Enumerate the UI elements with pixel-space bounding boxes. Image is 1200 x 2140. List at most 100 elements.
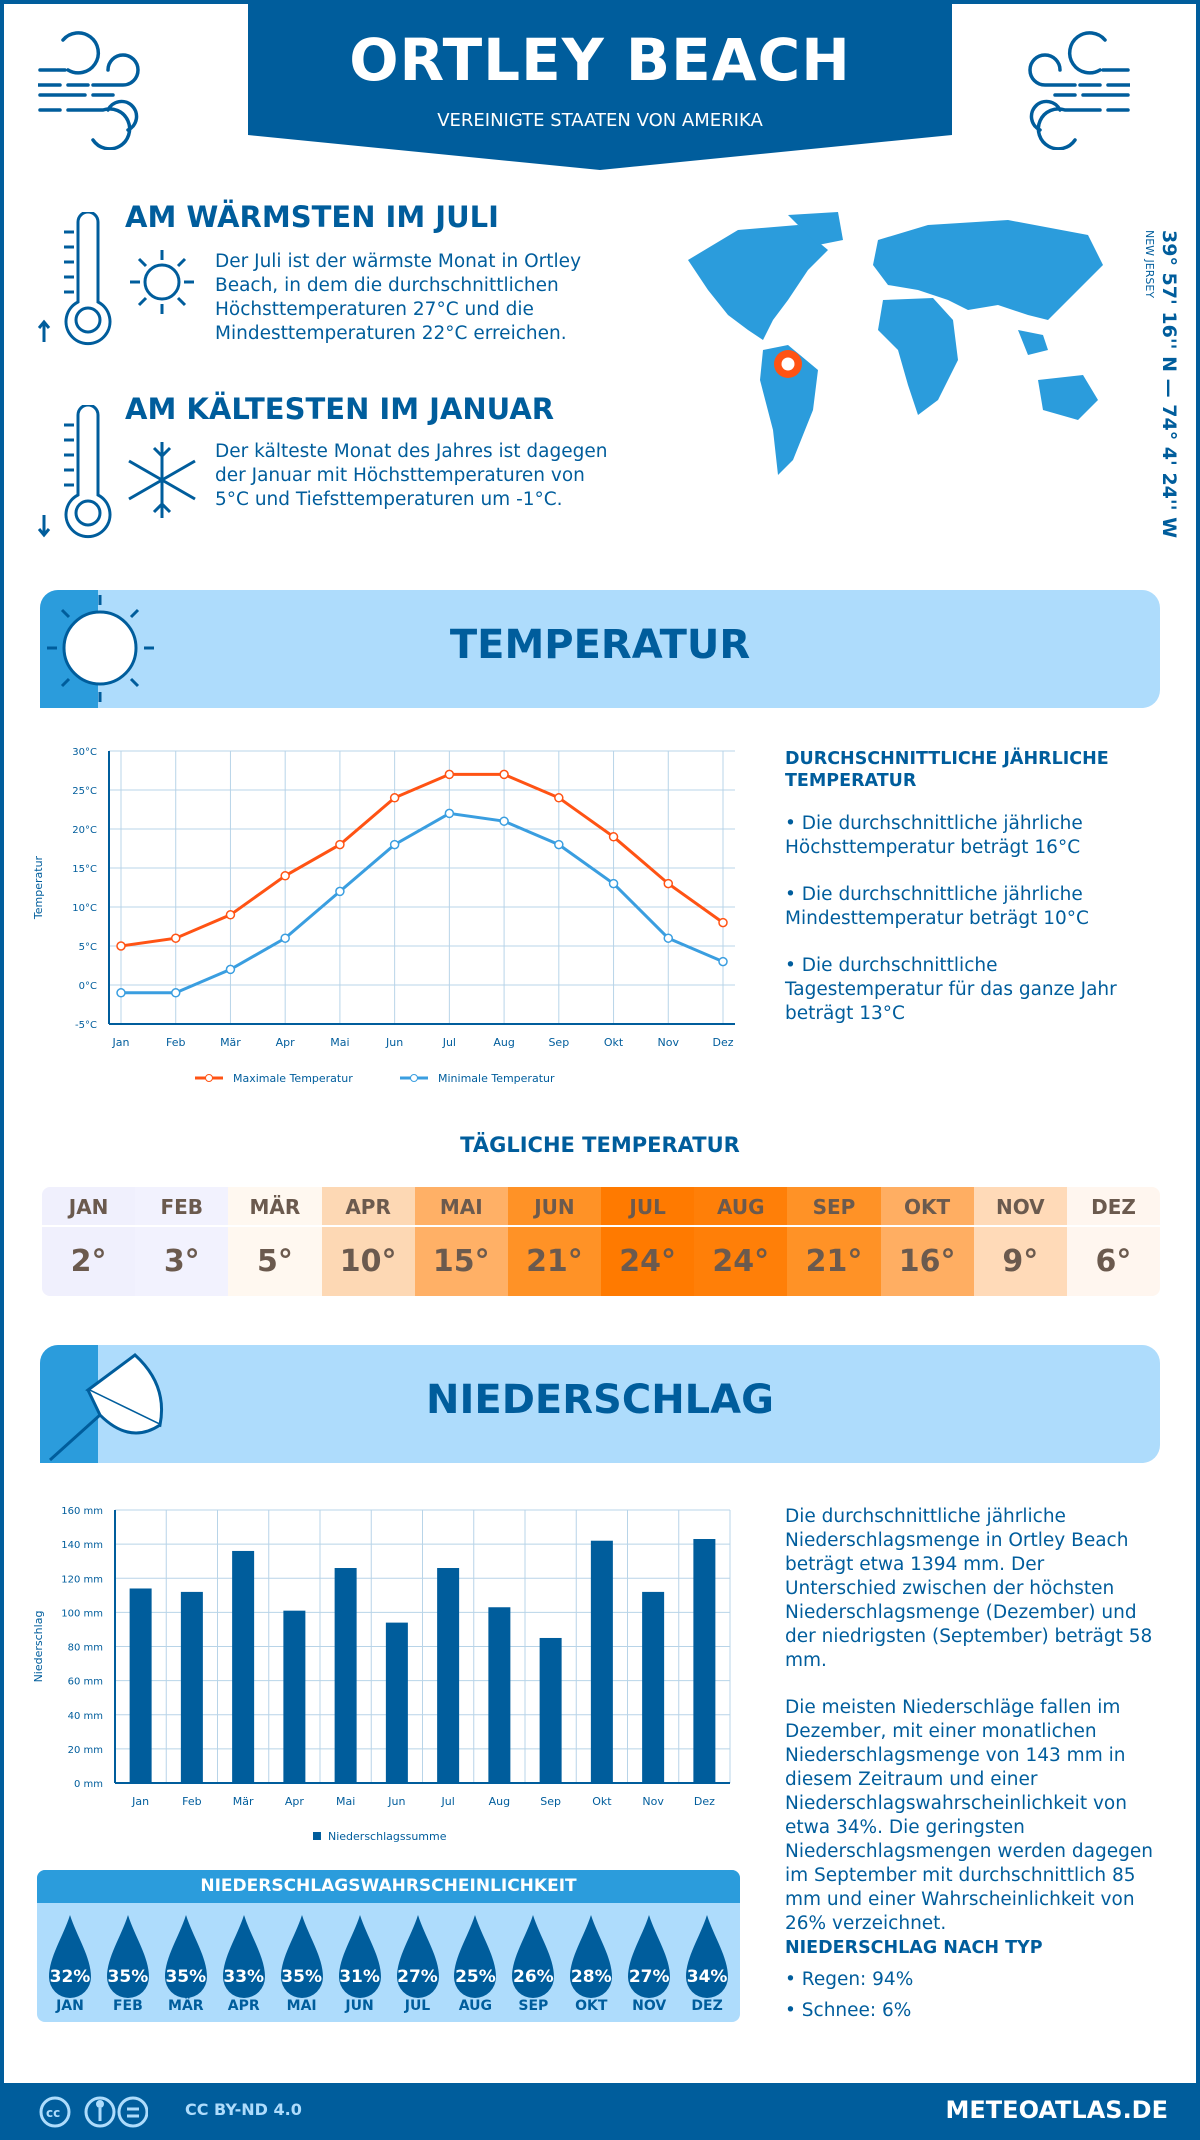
daily-cell: JUN 21° [507, 1187, 602, 1296]
probability-value: 34% [686, 1967, 728, 1987]
daily-cell: MÄR 5° [228, 1187, 322, 1296]
probability-month: FEB [112, 1998, 143, 2014]
daily-value: 2° [70, 1244, 107, 1279]
daily-cell: OKT 16° [880, 1187, 974, 1296]
data-point [663, 878, 674, 889]
probability-value: 35% [281, 1967, 322, 1987]
region-label: NEW JERSEY [1143, 230, 1156, 299]
x-tick-label: Okt [592, 1795, 612, 1808]
sun-large-icon [40, 590, 154, 708]
probability-drop: 33% APR [215, 1903, 273, 2022]
probability-drop: 27% JUL [389, 1903, 447, 2022]
precipitation-chart: 0 mm 20 mm 40 mm 60 mm 80 mm 100 mm 120 mm 140 … [32, 1506, 731, 1843]
daily-month: JAN [42, 1187, 136, 1227]
data-point [389, 793, 400, 803]
x-tick-label: Okt [604, 1036, 624, 1049]
daily-value: 10° [339, 1244, 397, 1279]
daily-month: JUL [601, 1187, 695, 1227]
raindrop-icon [628, 1915, 671, 1998]
x-tick-label: Sep [540, 1795, 561, 1808]
precipitation-bar [180, 1591, 203, 1783]
data-point [444, 808, 455, 819]
data-point [499, 769, 509, 780]
raindrop-icon [396, 1915, 439, 1998]
x-tick-label: Mai [330, 1036, 349, 1049]
probability-month: SEP [518, 1998, 549, 2014]
site-link[interactable]: METEOATLAS.DE [945, 2096, 1168, 2124]
probability-value: 31% [339, 1967, 380, 1987]
probability-month: JUN [345, 1998, 374, 2014]
probability-drop: 25% AUG [446, 1903, 504, 2022]
y-tick-label: 5°C [79, 942, 97, 953]
thermometer-warm-icon [38, 212, 112, 346]
data-point [608, 832, 619, 842]
daily-cell: JUL 24° [601, 1187, 695, 1296]
daily-cell: MAI 15° [414, 1187, 508, 1296]
x-tick-label: Feb [166, 1036, 185, 1049]
daily-month: MAI [414, 1187, 508, 1227]
umbrella-rain-icon [40, 1345, 164, 1463]
x-tick-label: Mär [220, 1036, 241, 1049]
data-point [225, 910, 236, 920]
temperature-title: TEMPERATUR [449, 622, 751, 668]
daily-value: 9° [1002, 1244, 1039, 1279]
data-point [718, 917, 728, 928]
coldest-heading: AM KÄLTESTEN IM JANUAR [125, 392, 555, 426]
warmest-heading: AM WÄRMSTEN IM JULI [125, 200, 499, 234]
coldest-text: Der kälteste Monat des Jahres ist dagege… [215, 441, 608, 510]
license-text: CC BY-ND 4.0 [185, 2100, 302, 2119]
x-tick-label: Dez [712, 1036, 733, 1049]
series-line [120, 772, 724, 948]
y-axis-label: Temperatur [32, 855, 45, 920]
daily-value: 16° [898, 1244, 956, 1279]
raindrop-icon [338, 1915, 381, 1998]
daily-cell: JAN 2° [42, 1187, 136, 1296]
daily-cell: SEP 21° [787, 1187, 881, 1296]
series-line [121, 811, 724, 995]
probability-drop: 31% JUN [331, 1903, 389, 2022]
x-tick-label: Aug [493, 1036, 514, 1049]
precipitation-probability-panel: NIEDERSCHLAGSWAHRSCHEINLICHKEIT 32% JAN 35… [37, 1870, 740, 2022]
y-axis-label: Niederschlag [32, 1611, 45, 1683]
x-tick-label: Nov [642, 1795, 664, 1808]
daily-value: 24° [712, 1244, 770, 1279]
x-tick-label: Jun [387, 1795, 405, 1808]
daily-value: 5° [256, 1244, 293, 1279]
x-tick-label: Nov [658, 1036, 680, 1049]
temp-bullet-max: • Die durchschnittliche jährliche Höchst… [785, 813, 1083, 858]
y-tick-label: 140 mm [61, 1540, 103, 1551]
daily-temp-heading: TÄGLICHE TEMPERATUR [460, 1133, 740, 1157]
data-point [389, 839, 400, 850]
precipitation-banner [40, 1345, 1160, 1463]
data-point [608, 878, 619, 889]
x-tick-label: Jul [440, 1795, 454, 1808]
x-tick-label: Dez [694, 1795, 715, 1808]
y-tick-label: 80 mm [68, 1643, 103, 1654]
data-point [280, 933, 290, 943]
x-tick-label: Aug [489, 1795, 510, 1808]
probability-month: NOV [632, 1998, 667, 2014]
data-point [116, 941, 126, 951]
precipitation-bar [385, 1622, 408, 1783]
y-tick-label: 160 mm [61, 1506, 103, 1517]
coordinates-block: 39° 57' 16'' N — 74° 4' 24'' W NEW JERSE… [1132, 230, 1180, 538]
daily-value: 15° [432, 1244, 490, 1279]
page-title: ORTLEY BEACH [349, 26, 851, 94]
raindrop-icon [512, 1915, 555, 1998]
daily-cell: DEZ 6° [1066, 1187, 1160, 1296]
raindrop-icon [570, 1915, 613, 1998]
daily-month: OKT [880, 1187, 974, 1227]
world-map [688, 212, 1103, 475]
probability-value: 27% [628, 1967, 670, 1987]
daily-month: FEB [135, 1187, 229, 1227]
daily-cell: NOV 9° [973, 1187, 1067, 1296]
cc-license-icons: cc [39, 2096, 148, 2128]
y-tick-label: 0 mm [74, 1779, 103, 1790]
probability-drop: 34% DEZ [678, 1903, 736, 2022]
data-point [554, 793, 564, 803]
data-point [499, 816, 509, 826]
probability-month: JAN [56, 1998, 84, 2014]
wind-icon-right [1028, 31, 1130, 150]
y-tick-label: 0°C [79, 981, 97, 992]
y-tick-label: 40 mm [68, 1711, 103, 1722]
